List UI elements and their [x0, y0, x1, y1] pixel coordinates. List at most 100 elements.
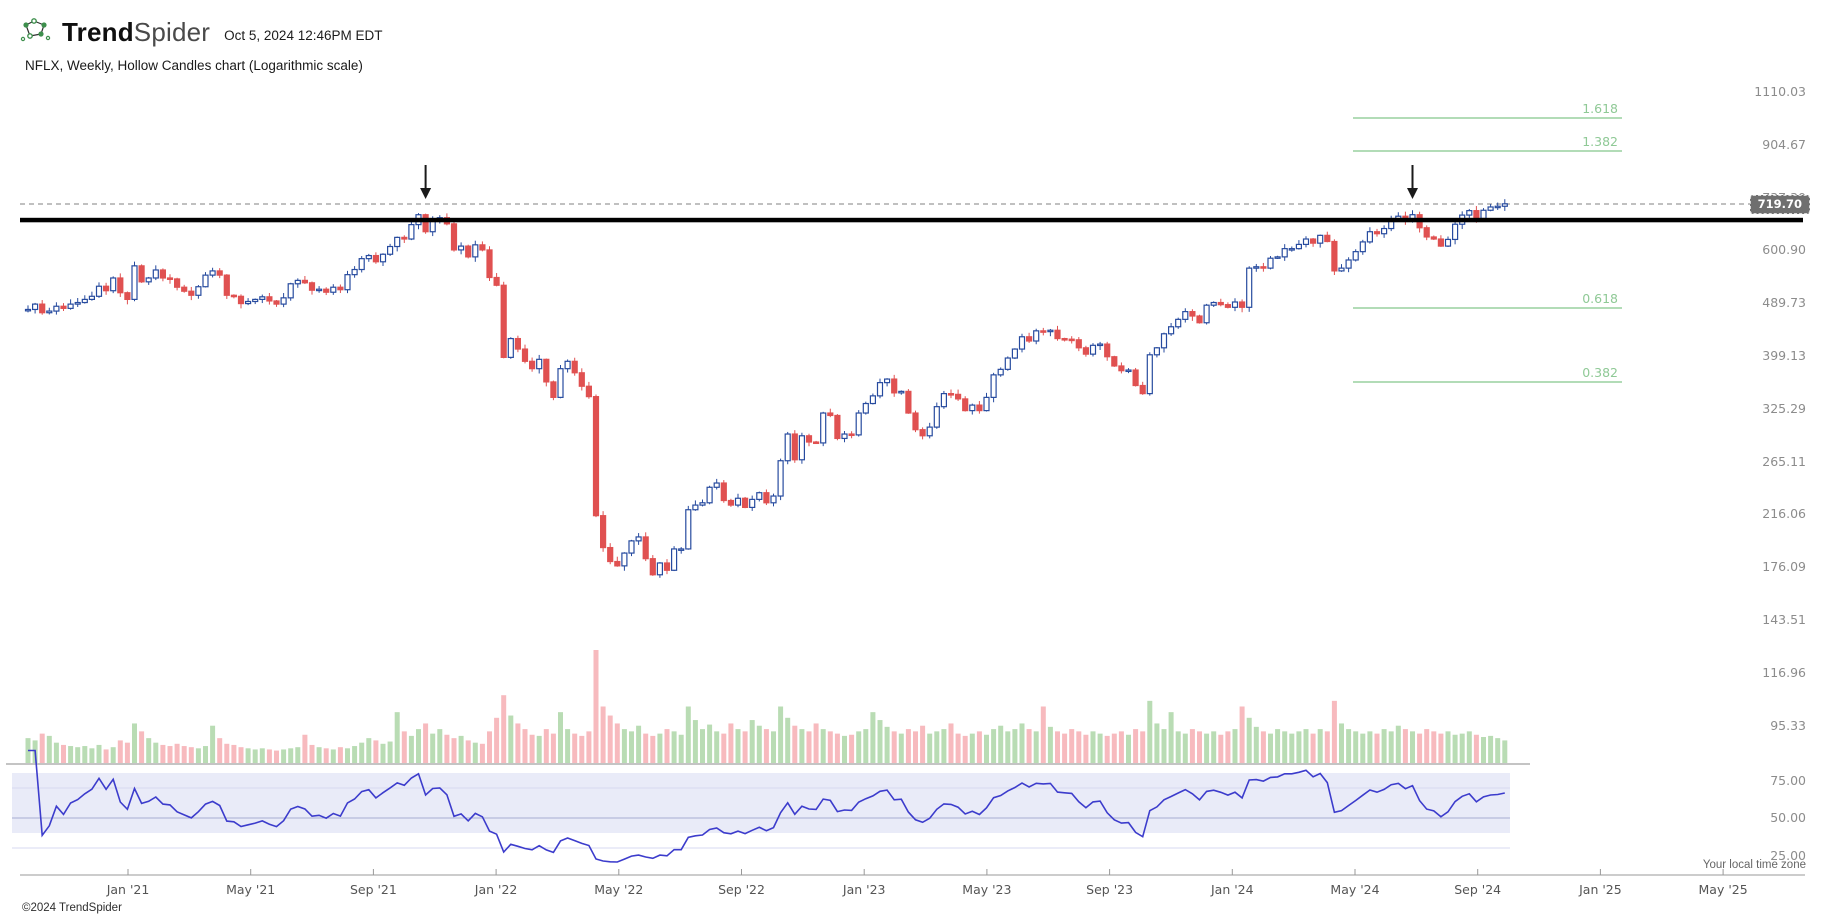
candle — [969, 404, 976, 412]
candle — [578, 372, 585, 387]
candle — [1324, 234, 1331, 243]
candle — [1153, 347, 1161, 356]
volume-bar — [969, 733, 975, 763]
x-axis-label: May '23 — [962, 882, 1012, 897]
candle — [266, 296, 273, 302]
candle — [209, 270, 216, 276]
volume-bar — [1211, 731, 1217, 763]
candle — [237, 295, 245, 305]
volume-bar — [1495, 738, 1501, 763]
candle — [1437, 238, 1445, 247]
candle — [656, 562, 664, 576]
volume-bar — [124, 742, 130, 763]
candle — [46, 310, 53, 314]
volume-bar — [607, 715, 613, 763]
volume-bar — [870, 712, 876, 763]
volume-bar — [1019, 723, 1025, 763]
price-axis-label: 176.09 — [1762, 559, 1806, 575]
volume-bar — [849, 734, 855, 763]
candle — [88, 295, 96, 300]
candle — [1175, 318, 1182, 328]
volume-bar — [337, 747, 343, 763]
volume-bar — [600, 706, 606, 763]
volume-bar — [330, 749, 336, 763]
price-axis-label: 216.06 — [1762, 506, 1806, 522]
candle — [926, 426, 933, 437]
volume-bar — [1367, 731, 1373, 763]
candle — [507, 337, 514, 358]
candle — [798, 435, 806, 461]
candle — [1146, 354, 1153, 395]
candle — [422, 214, 429, 233]
candle — [1359, 241, 1366, 253]
candle — [954, 393, 962, 400]
volume-bar — [1339, 723, 1344, 763]
down-arrow-head[interactable] — [420, 188, 432, 199]
volume-bar — [636, 725, 642, 763]
volume-bar — [103, 749, 109, 763]
candle — [848, 433, 855, 437]
candle — [891, 378, 898, 394]
logo-trend: Trend — [62, 16, 134, 47]
volume-bar — [366, 738, 372, 763]
candle — [1125, 369, 1132, 373]
price-axis-label: 904.67 — [1762, 136, 1806, 152]
volume-bar — [1111, 733, 1117, 763]
black-horizontal-line[interactable] — [20, 217, 1803, 223]
volume-bar — [856, 731, 862, 763]
candle — [628, 540, 635, 554]
candle — [1267, 257, 1274, 269]
volume-bar — [962, 735, 968, 763]
candle — [81, 298, 88, 304]
candle — [223, 274, 230, 296]
candle — [1345, 259, 1352, 269]
volume-bar — [515, 723, 521, 763]
chart-timestamp: Oct 5, 2024 12:46PM EDT — [224, 27, 383, 43]
volume-bar — [884, 726, 890, 763]
rsi-axis-label: 75.00 — [1770, 772, 1806, 788]
candle — [486, 249, 493, 279]
candle — [24, 308, 32, 312]
volume-bar — [927, 733, 933, 763]
candle — [1473, 210, 1480, 220]
volume-bar — [834, 733, 840, 763]
candle — [1274, 256, 1281, 259]
candle — [1260, 266, 1267, 269]
down-arrow-head[interactable] — [1407, 188, 1418, 199]
candle — [820, 412, 827, 444]
volume-bar — [61, 744, 66, 763]
candle — [692, 504, 699, 511]
candle — [706, 486, 713, 504]
candle — [450, 223, 458, 251]
candle — [1317, 234, 1324, 244]
fib-label-0618: 0.618 — [1582, 291, 1618, 306]
volume-bar — [948, 723, 954, 763]
volume-bar — [1182, 733, 1188, 763]
candle — [500, 284, 507, 358]
candle — [408, 224, 415, 240]
candle — [1253, 266, 1260, 269]
candle — [812, 441, 820, 445]
volume-bar — [920, 725, 926, 763]
candle — [174, 278, 181, 288]
candle — [791, 433, 798, 461]
volume-bar — [451, 738, 457, 763]
volume-bar — [1459, 733, 1465, 763]
volume-bar — [643, 733, 649, 763]
candle — [962, 398, 969, 412]
price-axis-label: 116.96 — [1762, 664, 1806, 680]
down-arrow-annotations[interactable] — [420, 165, 1418, 199]
horizontal-price-line[interactable] — [20, 217, 1803, 223]
fib-extension-lines[interactable] — [1353, 117, 1622, 383]
volume-bar — [650, 735, 656, 763]
candle — [685, 509, 692, 550]
candle — [1302, 238, 1310, 246]
volume-bar — [380, 743, 386, 763]
volume-bar — [146, 738, 152, 763]
candle — [543, 358, 550, 383]
candle — [401, 236, 408, 240]
volume-bar — [437, 729, 443, 763]
volume-bar — [792, 725, 798, 763]
volume-bar — [1076, 731, 1082, 763]
